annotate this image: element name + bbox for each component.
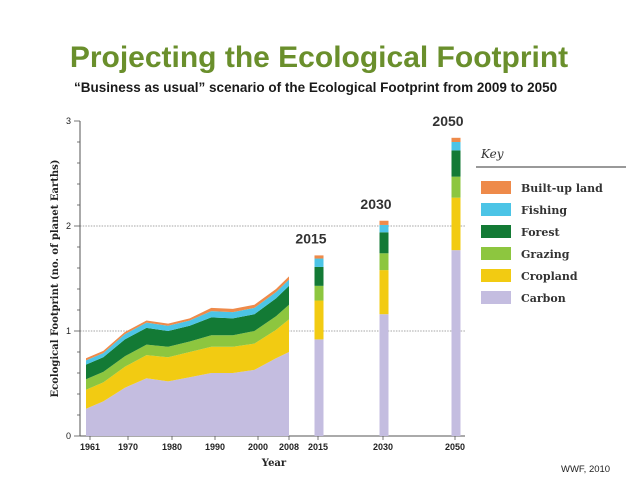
bar-2015-carbon <box>314 339 324 436</box>
slide-subtitle: “Business as usual” scenario of the Ecol… <box>74 80 558 95</box>
legend-swatch-cropland <box>481 269 511 282</box>
x-tick-label: 1990 <box>205 442 225 452</box>
area-cropland <box>86 319 289 409</box>
legend-label-carbon: Carbon <box>521 292 566 305</box>
bar-2015-fishing <box>314 258 324 267</box>
bar-2030-grazing <box>379 253 389 271</box>
area-grazing <box>86 304 289 390</box>
x-tick-label: 2050 <box>445 442 465 452</box>
bar-2030-fishing <box>379 224 389 233</box>
x-axis-title: Year <box>261 458 287 469</box>
x-tick-label: 2030 <box>373 442 393 452</box>
area-fishing <box>86 279 289 365</box>
bar-label-2050: 2050 <box>432 113 463 129</box>
x-tick-label: 1970 <box>118 442 138 452</box>
bar-2050-built-up-land <box>451 137 461 142</box>
bar-2050-forest <box>451 150 461 177</box>
bar-label-2030: 2030 <box>360 196 391 212</box>
bar-label-2015: 2015 <box>295 230 326 246</box>
x-tick-label: 2000 <box>248 442 268 452</box>
slide-title: Projecting the Ecological Footprint <box>69 41 569 74</box>
legend-title: Key <box>480 147 504 161</box>
x-tick-label: 1961 <box>80 442 100 452</box>
legend-swatch-built-up-land <box>481 181 511 194</box>
bar-2030-built-up-land <box>379 220 389 225</box>
legend-label-cropland: Cropland <box>521 270 578 283</box>
area-carbon <box>86 352 289 436</box>
bar-2030-carbon <box>379 314 389 436</box>
legend-swatch-fishing <box>481 203 511 216</box>
bar-2015-cropland <box>314 300 324 340</box>
bar-2030-forest <box>379 232 389 254</box>
source-credit: WWF, 2010 <box>561 464 611 475</box>
bar-2015-built-up-land <box>314 255 324 259</box>
y-tick-label: 1 <box>66 326 71 336</box>
legend-swatch-grazing <box>481 247 511 260</box>
legend-swatch-forest <box>481 225 511 238</box>
legend-label-fishing: Fishing <box>521 204 567 217</box>
bar-2015-grazing <box>314 285 324 301</box>
y-tick-label: 2 <box>66 221 71 231</box>
bar-2050-cropland <box>451 197 461 251</box>
x-tick-label: 2015 <box>308 442 328 452</box>
bar-2050-fishing <box>451 142 461 151</box>
y-axis-title: Ecological Footprint (no. of planet Eart… <box>50 160 61 398</box>
y-tick-label: 0 <box>66 431 71 441</box>
bar-2050-carbon <box>451 250 461 436</box>
bar-2015-forest <box>314 266 324 286</box>
area-forest <box>86 285 289 380</box>
legend-label-grazing: Grazing <box>521 248 570 261</box>
legend-label-built-up-land: Built-up land <box>521 182 603 195</box>
legend-swatch-carbon <box>481 291 511 304</box>
bar-2030-cropland <box>379 270 389 315</box>
legend-label-forest: Forest <box>521 226 561 239</box>
bar-2050-grazing <box>451 176 461 198</box>
x-tick-label: 1980 <box>162 442 182 452</box>
y-tick-label: 3 <box>66 116 71 126</box>
x-tick-label: 2008 <box>279 442 299 452</box>
